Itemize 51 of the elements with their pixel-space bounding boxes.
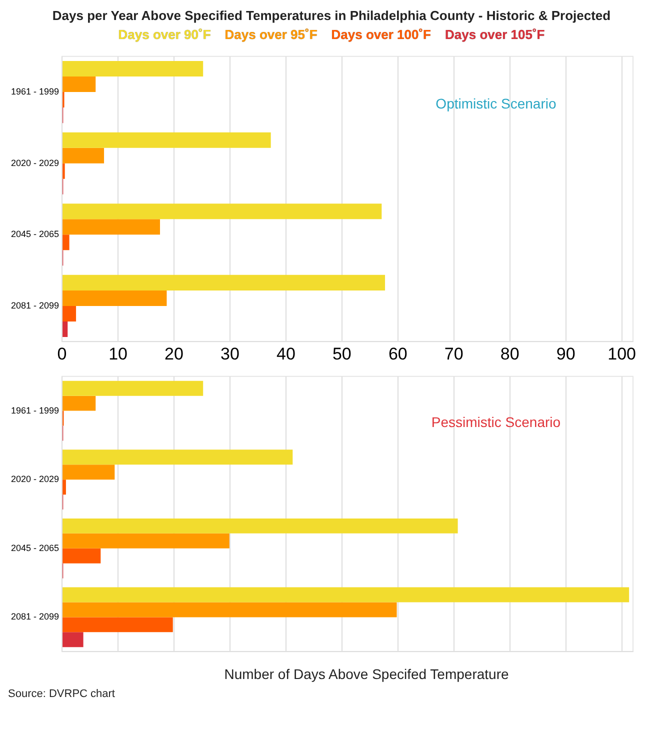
annotation: Pessimistic Scenario <box>431 414 561 430</box>
y-tick-label: 1961 - 1999 <box>10 405 60 416</box>
bar <box>62 518 458 534</box>
y-tick-label: 2081 - 2099 <box>10 612 60 622</box>
text: Days over 95˚F <box>224 27 318 42</box>
x-tick-label: 70 <box>444 344 464 364</box>
annotation: Optimistic Scenario <box>436 96 556 112</box>
y-tick-label: 2020 - 2029 <box>10 158 60 168</box>
x-tick-label: 30 <box>220 344 240 364</box>
y-tick-label: 2081 - 2099 <box>10 300 60 310</box>
series-label: Days over 90˚F <box>118 27 211 42</box>
bar <box>62 396 96 411</box>
bar <box>62 464 115 480</box>
bar <box>62 132 271 148</box>
x-tick-label: 80 <box>500 344 520 364</box>
bar <box>62 219 160 235</box>
bar <box>62 321 68 337</box>
bar <box>62 617 173 632</box>
bar <box>62 234 70 250</box>
x-tick-label: 100 <box>608 344 636 364</box>
bar <box>62 450 293 465</box>
bar <box>62 306 76 322</box>
x-tick-label: 90 <box>556 344 576 364</box>
text: Days over 105˚F <box>445 27 545 42</box>
y-tick-label: 2045 - 2065 <box>10 229 60 240</box>
bar <box>62 632 84 648</box>
bar <box>62 533 230 548</box>
x-tick-label: 20 <box>164 344 184 364</box>
bar <box>62 548 101 564</box>
x-tick-label: 0 <box>57 344 67 364</box>
bar <box>62 290 167 306</box>
y-tick-label: 2020 - 2029 <box>10 474 60 484</box>
bar <box>62 380 204 396</box>
y-tick-label: 2045 - 2065 <box>10 542 60 553</box>
x-tick-label: 60 <box>388 344 408 364</box>
bar <box>62 61 204 77</box>
x-tick-label: 50 <box>332 344 352 364</box>
bar <box>62 587 630 602</box>
source-note: Source: DVRPC chart <box>8 688 116 700</box>
bar <box>62 480 66 495</box>
chart-title: Days per Year Above Specified Temperatures in Philadelphia County - Historic & Projected <box>51 8 612 23</box>
bar <box>62 76 96 92</box>
x-tick-label: 10 <box>108 344 128 364</box>
bar <box>62 602 397 618</box>
y-tick-label: 1961 - 1999 <box>10 86 60 97</box>
x-axis-title: Number of Days Above Specifed Temperature <box>223 666 510 682</box>
text: Days over 100˚F <box>331 27 431 42</box>
bar <box>62 274 386 290</box>
bar <box>62 204 382 220</box>
x-tick-label: 40 <box>276 344 296 364</box>
bar <box>62 148 104 164</box>
